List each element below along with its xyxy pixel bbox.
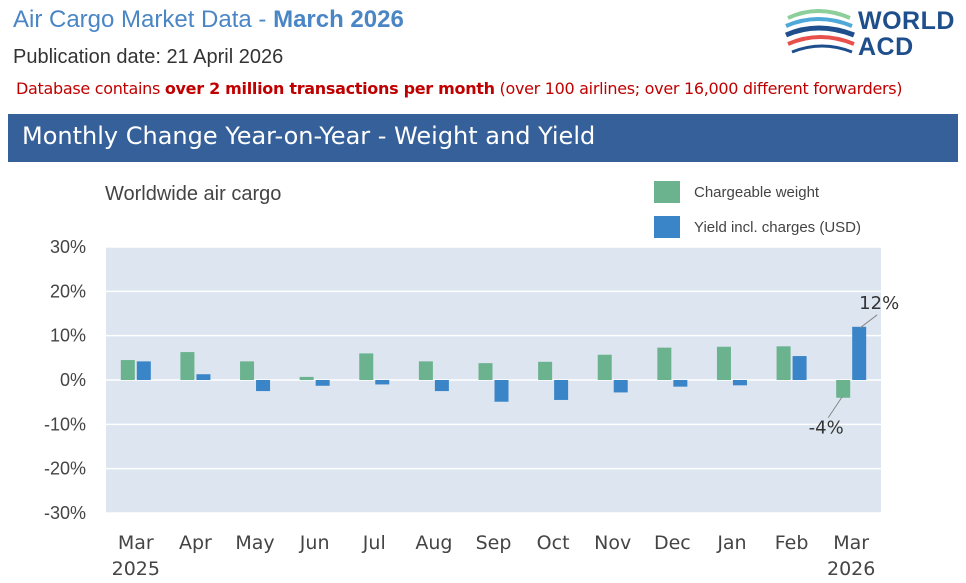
weight-bar — [538, 361, 553, 380]
yield-bar — [852, 326, 867, 380]
page-title: Air Cargo Market Data - March 2026 — [13, 6, 404, 33]
section-banner: Monthly Change Year-on-Year - Weight and… — [8, 114, 958, 162]
x-tick-label: Mar — [118, 532, 154, 554]
x-tick-label: Sep — [476, 532, 512, 554]
legend-swatch — [654, 181, 680, 203]
weight-bar — [657, 347, 672, 380]
x-tick-label: May — [235, 532, 274, 554]
x-tick-label: Aug — [415, 532, 452, 554]
x-tick-year: 2026 — [827, 558, 875, 580]
y-tick-label: -20% — [44, 459, 86, 479]
legend-label: Yield incl. charges (USD) — [694, 219, 861, 236]
weight-bar — [716, 346, 731, 380]
banner-title: Monthly Change Year-on-Year - Weight and… — [22, 122, 596, 150]
annotation-leader — [827, 396, 843, 419]
logo-wordmark: WORLD ACD — [858, 7, 955, 61]
weight-bar — [240, 361, 255, 380]
legend-swatch — [654, 216, 680, 238]
annotation-leader — [859, 314, 878, 329]
yield-bar — [315, 380, 330, 386]
weight-bar — [776, 346, 791, 380]
yield-bar — [434, 380, 449, 392]
legend-label: Chargeable weight — [694, 184, 820, 201]
weight-bar — [180, 352, 195, 380]
data-label: -4% — [809, 418, 844, 439]
database-note-highlight: over 2 million transactions per month — [164, 79, 495, 98]
weight-bar — [836, 380, 851, 398]
weight-bar — [418, 361, 433, 380]
x-tick-label: Jan — [716, 532, 746, 554]
yield-bar — [196, 374, 211, 380]
weight-bar — [299, 376, 314, 380]
yield-bar — [494, 380, 509, 402]
x-tick-label: Mar — [833, 532, 869, 554]
weight-bar — [478, 363, 493, 380]
publication-date: Publication date: 21 April 2026 — [13, 46, 284, 68]
yield-bar — [375, 380, 390, 385]
yield-bar — [792, 356, 807, 380]
weight-bar — [359, 353, 374, 380]
yield-bar — [256, 380, 271, 392]
x-tick-label: Feb — [775, 532, 809, 554]
x-tick-label: Jun — [299, 532, 330, 554]
yield-bar — [673, 380, 688, 387]
data-label: 12% — [859, 293, 899, 314]
x-tick-label: Dec — [654, 532, 691, 554]
y-tick-label: -10% — [44, 414, 86, 434]
weight-bar — [597, 354, 612, 380]
y-tick-label: 0% — [60, 370, 86, 390]
yield-bar — [613, 380, 628, 393]
database-note: Database contains over 2 million transac… — [16, 79, 903, 98]
yield-bar — [554, 380, 569, 400]
y-tick-label: 10% — [50, 326, 86, 346]
yield-bar — [136, 361, 151, 380]
y-tick-label: -30% — [44, 503, 86, 523]
yield-bar — [732, 380, 747, 386]
x-tick-year: 2025 — [112, 558, 160, 580]
title-month: March 2026 — [273, 6, 404, 33]
x-tick-label: Nov — [594, 532, 631, 554]
world-acd-logo-icon — [784, 9, 855, 54]
x-tick-label: Apr — [179, 532, 212, 554]
x-tick-label: Oct — [537, 532, 570, 554]
x-tick-label: Jul — [362, 532, 386, 554]
weight-bar — [120, 360, 135, 380]
y-tick-label: 30% — [50, 237, 86, 257]
y-tick-label: 20% — [50, 281, 86, 301]
chart-title: Worldwide air cargo — [105, 183, 281, 205]
